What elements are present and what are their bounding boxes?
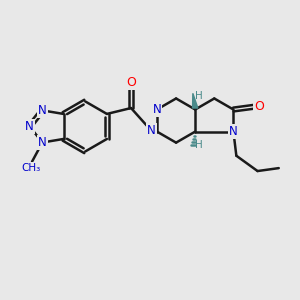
Text: CH₃: CH₃ — [21, 163, 40, 173]
Text: O: O — [254, 100, 264, 113]
Text: N: N — [229, 125, 238, 138]
Text: H: H — [195, 91, 203, 101]
Text: N: N — [153, 103, 161, 116]
Text: N: N — [38, 136, 47, 149]
Text: N: N — [25, 120, 34, 133]
Text: N: N — [147, 124, 156, 137]
Text: N: N — [38, 104, 47, 117]
Polygon shape — [193, 93, 198, 108]
Text: O: O — [126, 76, 136, 89]
Text: H: H — [195, 140, 203, 150]
